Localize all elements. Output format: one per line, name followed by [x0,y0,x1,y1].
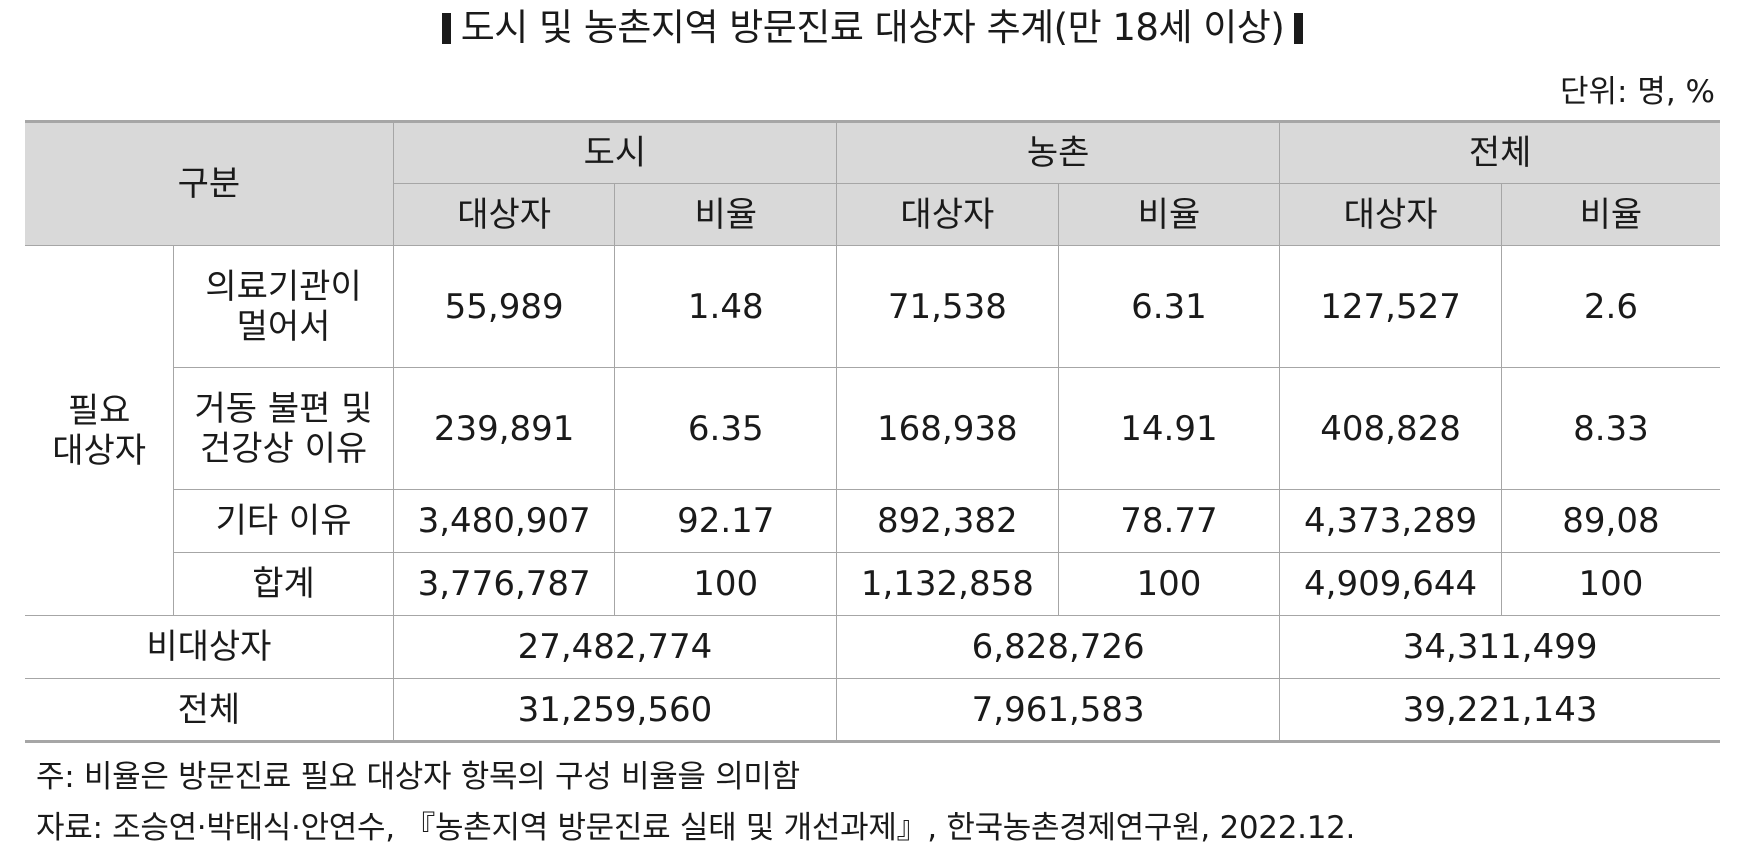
header-subcol: 대상자 [1279,183,1502,246]
table-cell: 1,132,858 [836,552,1059,616]
unit-label: 단위: 명, % [1559,74,1715,110]
table-cell: 14.91 [1057,367,1281,490]
footnote: 주: 비율은 방문진료 필요 대상자 항목의 구성 비율을 의미함 [36,759,800,795]
table-cell: 2.6 [1500,245,1720,368]
table-row: 거동 불편 및 건강상 이유 239,891 6.35 168,938 14.9… [25,367,1720,490]
table-cell: 127,527 [1279,245,1502,368]
header-category: 구분 [25,121,394,246]
row-label: 합계 [173,552,394,616]
table-cell: 39,221,143 [1279,678,1720,742]
table-cell: 100 [614,552,838,616]
header-subcol: 비율 [1500,183,1720,246]
row-label: 의료기관이 멀어서 [173,245,394,368]
table-cell: 6.31 [1057,245,1281,368]
row-label: 전체 [25,678,394,742]
header-group-total: 전체 [1279,121,1720,184]
data-table: 구분 도시 농촌 전체 대상자 비율 대상자 비율 대상자 비율 필요 대상자 … [25,120,1720,743]
table-cell: 3,776,787 [392,552,616,616]
needed-group-label: 필요 대상자 [25,245,175,616]
table-cell: 55,989 [392,245,616,368]
table-cell: 8.33 [1500,367,1720,490]
table-cell: 92.17 [614,489,838,553]
table-cell: 100 [1500,552,1720,616]
table-cell: 78.77 [1057,489,1281,553]
table-cell: 408,828 [1279,367,1502,490]
table-row: 필요 대상자 의료기관이 멀어서 55,989 1.48 71,538 6.31… [25,245,1720,616]
table-row: 기타 이유 3,480,907 92.17 892,382 78.77 4,37… [25,489,1720,553]
header-subcol: 비율 [614,183,838,246]
header-subcol: 비율 [1057,183,1281,246]
table-cell: 31,259,560 [392,678,838,742]
table-cell: 100 [1057,552,1281,616]
table-cell: 7,961,583 [836,678,1281,742]
header-row-groups: 구분 도시 농촌 전체 [25,121,1720,246]
table-row-non-target: 비대상자 27,482,774 6,828,726 34,311,499 [25,615,1720,679]
row-label: 기타 이유 [173,489,394,553]
table-cell: 71,538 [836,245,1059,368]
table-row-total: 전체 31,259,560 7,961,583 39,221,143 [25,678,1720,742]
header-group-rural: 농촌 [836,121,1281,184]
table-cell: 34,311,499 [1279,615,1720,679]
table-cell: 4,909,644 [1279,552,1502,616]
row-label: 비대상자 [25,615,394,679]
table-cell: 4,373,289 [1279,489,1502,553]
title-text: 도시 및 농촌지역 방문진료 대상자 추계(만 18세 이상) [460,6,1285,49]
table-cell: 6,828,726 [836,615,1281,679]
row-label: 거동 불편 및 건강상 이유 [173,367,394,490]
title-right-bar [1294,13,1304,44]
table-title: 도시 및 농촌지역 방문진료 대상자 추계(만 18세 이상) [0,2,1745,54]
table-cell: 3,480,907 [392,489,616,553]
table-cell: 168,938 [836,367,1059,490]
table-cell: 89,08 [1500,489,1720,553]
header-row-subcols: 대상자 비율 대상자 비율 대상자 비율 [25,183,1720,246]
header-subcol: 대상자 [393,183,616,246]
table-cell: 1.48 [614,245,838,368]
table-cell: 239,891 [392,367,616,490]
table-cell: 27,482,774 [392,615,838,679]
table-cell: 892,382 [836,489,1059,553]
table-cell: 6.35 [614,367,838,490]
source-note: 자료: 조승연·박태식·안연수, 『농촌지역 방문진료 실태 및 개선과제』, … [36,810,1356,846]
table-row: 합계 3,776,787 100 1,132,858 100 4,909,644… [25,552,1720,616]
header-subcol: 대상자 [836,183,1059,246]
header-group-city: 도시 [392,121,838,184]
title-left-bar [441,13,451,44]
